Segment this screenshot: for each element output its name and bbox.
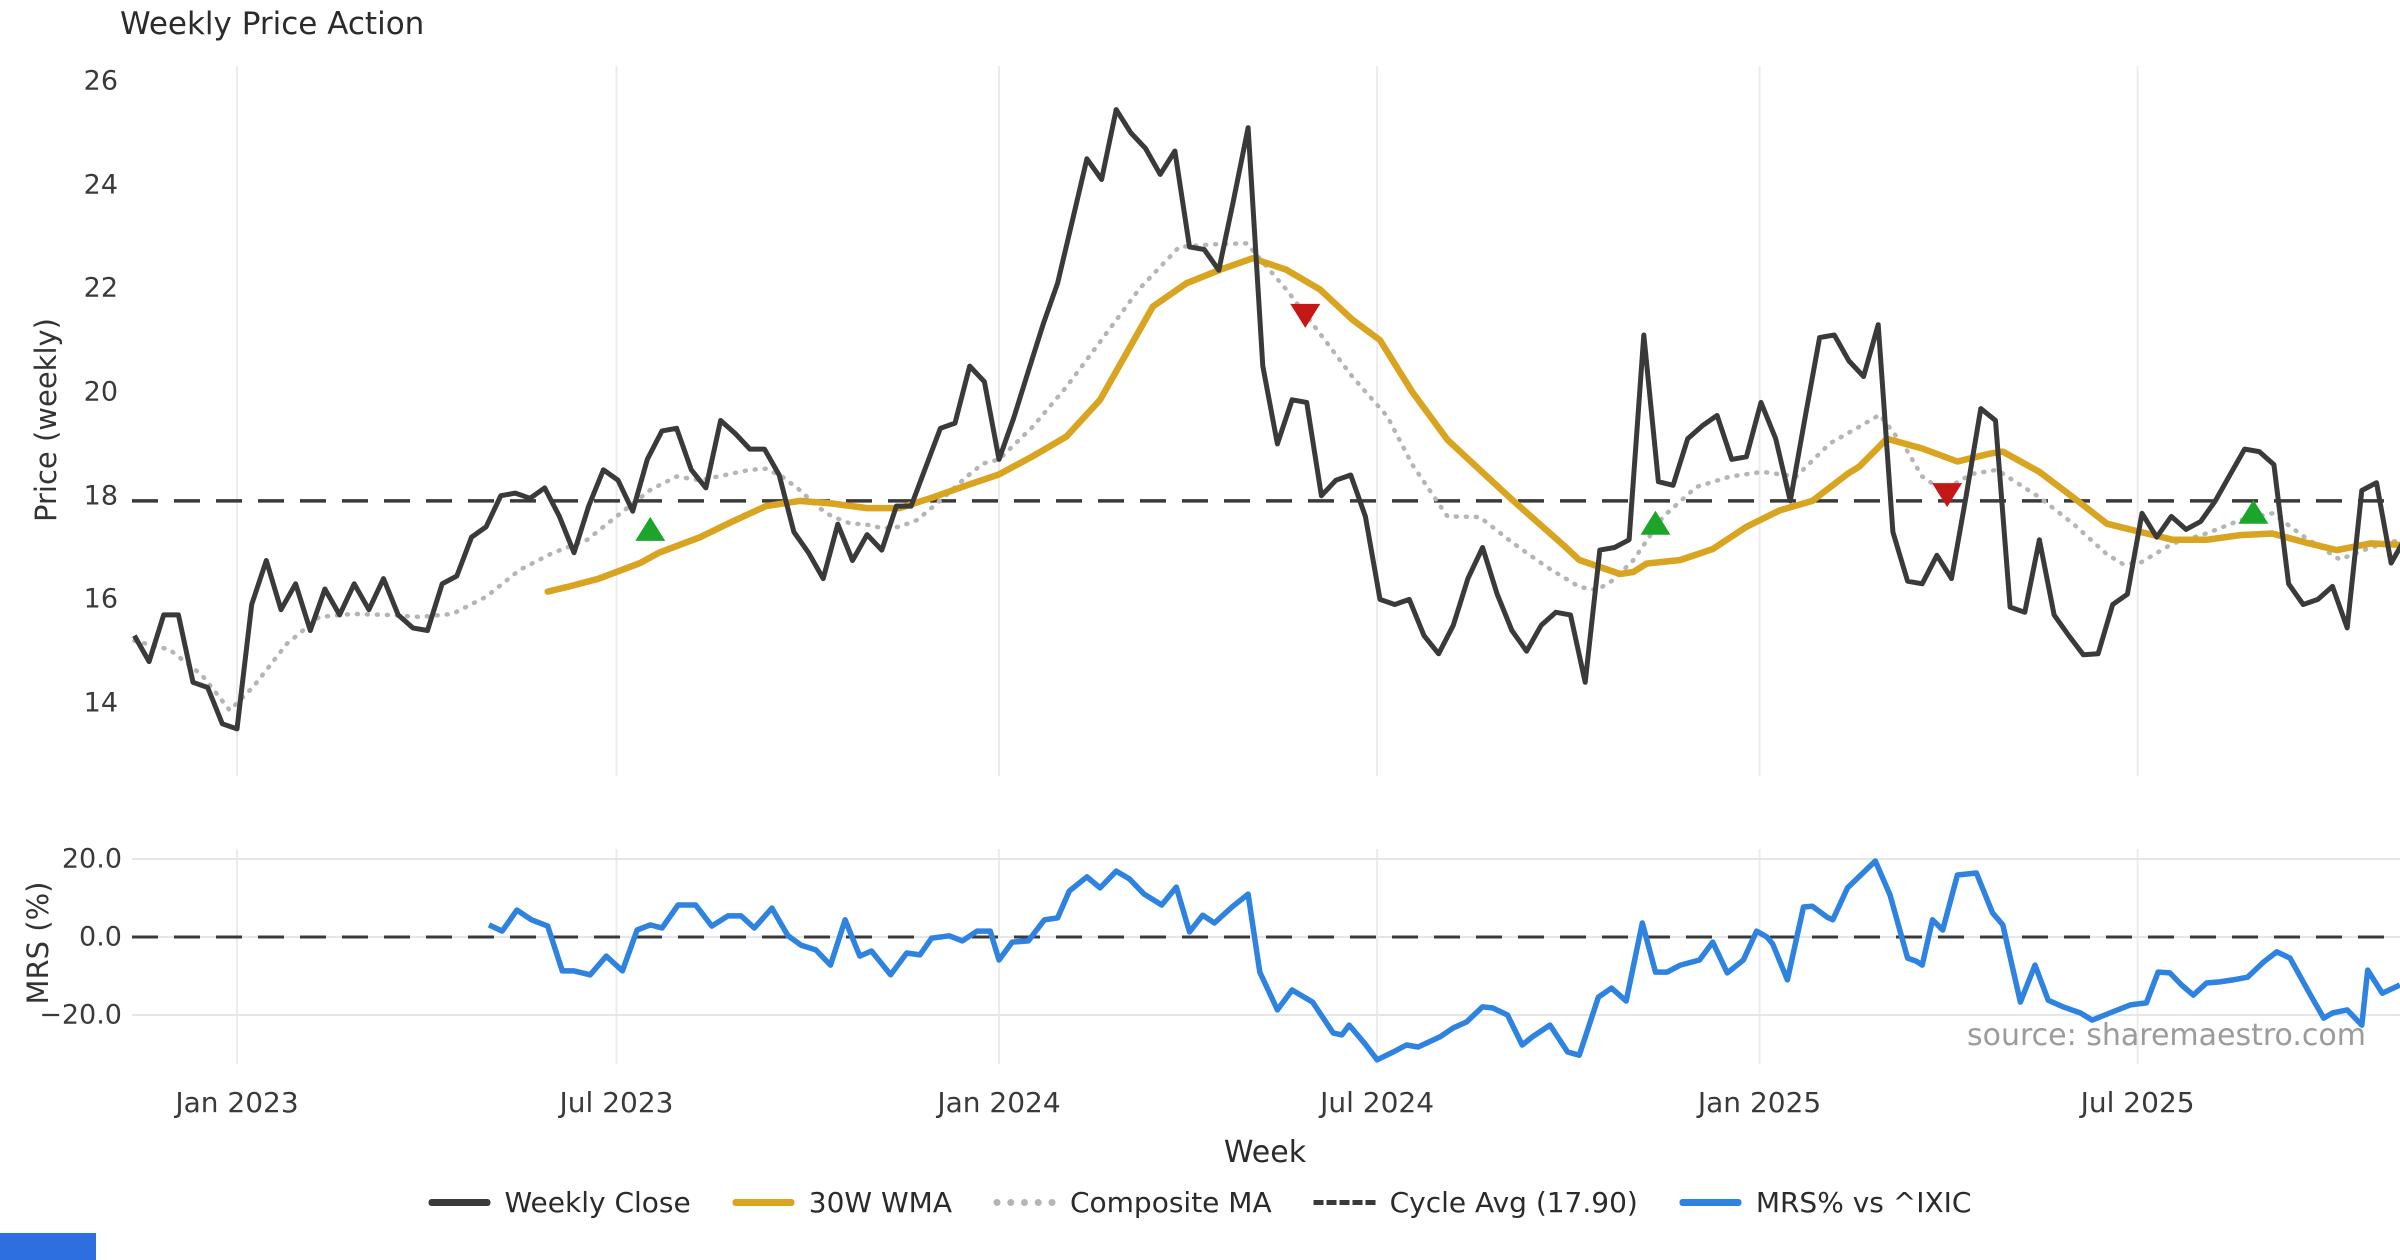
price-y-tick-label: 16: [83, 583, 118, 615]
chart-title: Weekly Price Action: [120, 6, 425, 42]
legend-item: Cycle Avg (17.90): [1313, 1186, 1638, 1219]
legend-item: MRS% vs ^IXIC: [1679, 1186, 1972, 1219]
source-watermark: source: sharemaestro.com: [1967, 1018, 2366, 1053]
x-tick-label: Jul 2025: [2080, 1086, 2195, 1119]
mrs-y-tick-label: −20.0: [39, 999, 122, 1031]
buy-marker-icon: [1640, 510, 1671, 535]
solid-line-swatch-icon: [428, 1199, 491, 1206]
x-axis-label: Week: [1223, 1135, 1307, 1170]
mrs-y-tick-label: 20.0: [61, 843, 122, 875]
price-y-tick-label: 14: [83, 687, 118, 719]
legend-item: 30W WMA: [732, 1186, 952, 1219]
legend: Weekly Close 30W WMA Composite MA Cycle Avg…: [428, 1186, 1972, 1219]
mrs-line: [487, 858, 2400, 1063]
price-y-tick-label: 24: [83, 169, 118, 201]
legend-label: 30W WMA: [808, 1186, 952, 1219]
dotted-line-swatch-icon: [993, 1199, 1056, 1206]
legend-item: Composite MA: [993, 1186, 1272, 1219]
mrs-y-tick-label: 0.0: [79, 921, 122, 953]
sell-marker-icon: [1290, 303, 1321, 328]
legend-label: Weekly Close: [504, 1186, 691, 1219]
buy-marker-icon: [2238, 499, 2269, 524]
wma30-line: [544, 255, 2400, 595]
solid-line-swatch-icon: [1679, 1199, 1742, 1206]
x-tick-label: Jan 2023: [175, 1086, 299, 1119]
price-y-tick-label: 26: [83, 65, 118, 97]
legend-label: Cycle Avg (17.90): [1389, 1186, 1638, 1219]
price-y-tick-label: 22: [83, 272, 118, 304]
sell-marker-icon: [1932, 483, 1963, 508]
composite-ma-line: [132, 241, 2400, 714]
x-tick-label: Jul 2023: [559, 1086, 674, 1119]
x-tick-label: Jan 2024: [937, 1086, 1061, 1119]
x-tick-label: Jul 2024: [1320, 1086, 1435, 1119]
bottom-left-blue-artifact: [0, 1233, 96, 1260]
x-tick-label: Jan 2025: [1697, 1086, 1822, 1119]
solid-line-swatch-icon: [732, 1199, 795, 1206]
price-y-tick-label: 18: [83, 480, 118, 512]
legend-label: Composite MA: [1069, 1186, 1272, 1219]
legend-label: MRS% vs ^IXIC: [1755, 1186, 1972, 1219]
price-y-tick-label: 20: [83, 376, 118, 408]
weekly-close-line: [132, 107, 2400, 732]
dashed-line-swatch-icon: [1313, 1200, 1376, 1205]
legend-item: Weekly Close: [428, 1186, 691, 1219]
buy-marker-icon: [635, 516, 666, 541]
